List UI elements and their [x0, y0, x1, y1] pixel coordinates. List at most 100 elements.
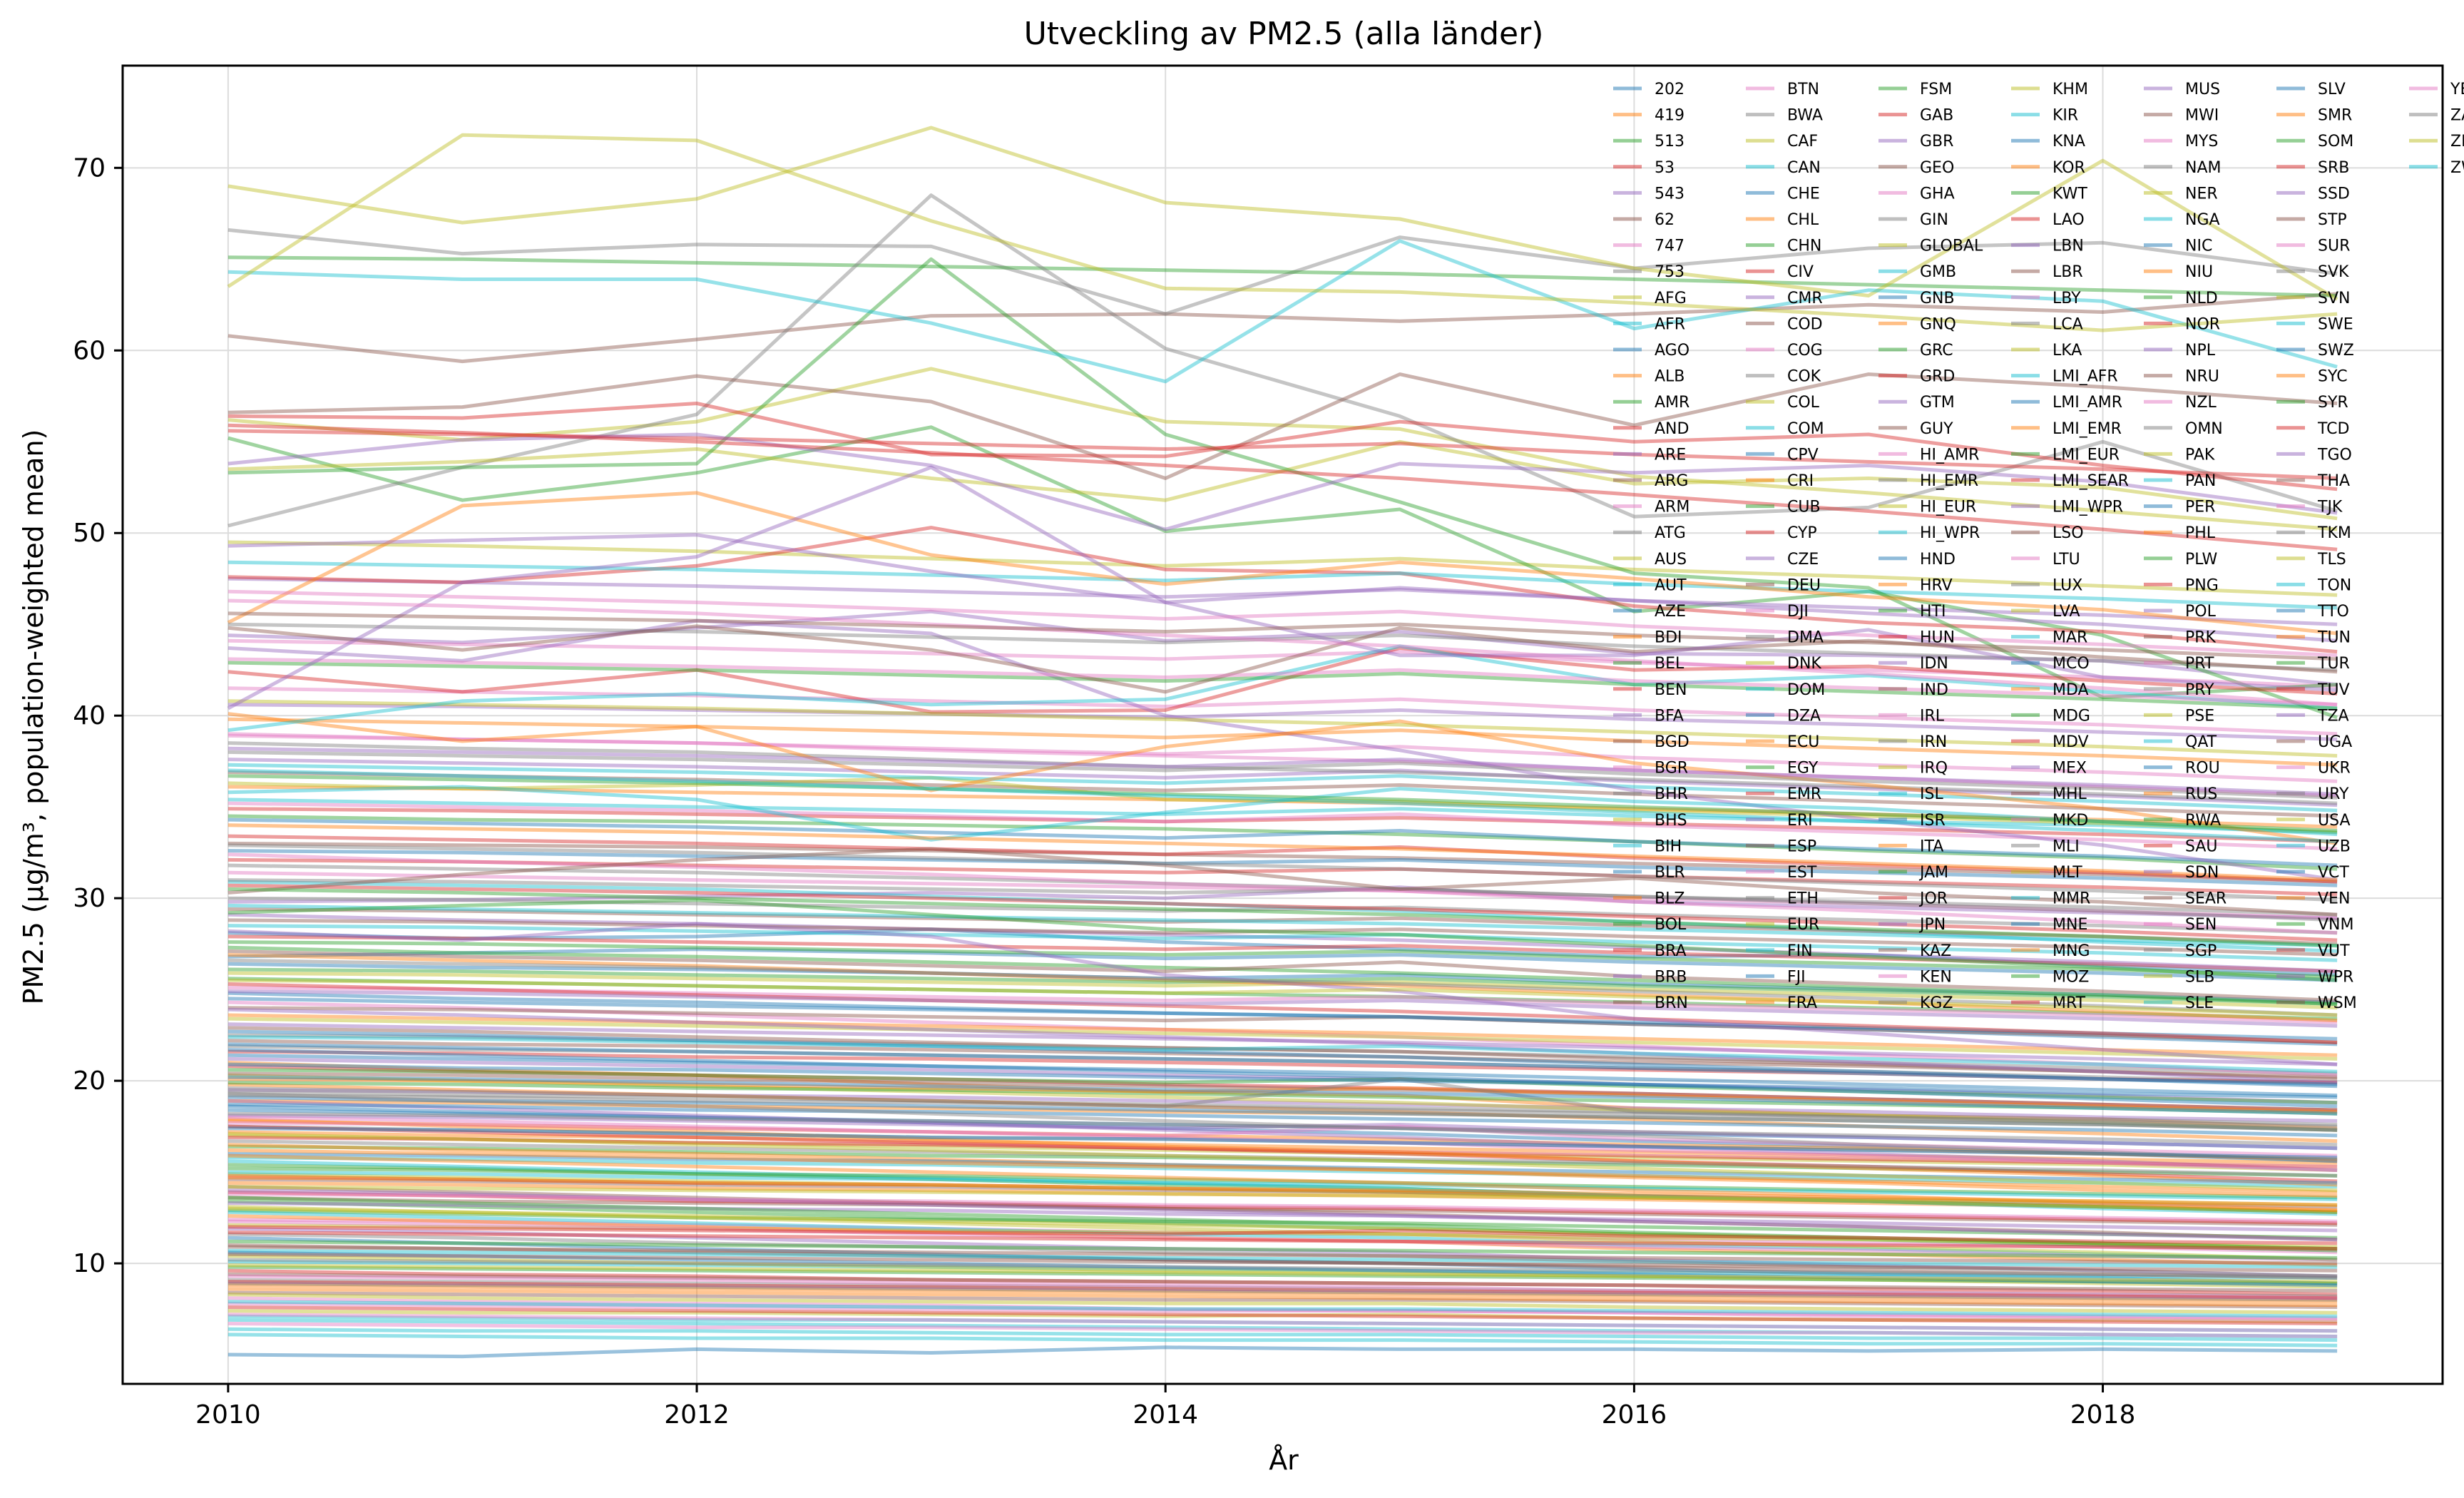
- series-line: [227, 133, 2338, 332]
- series-line: [228, 1252, 2338, 1273]
- series-line: [228, 1185, 2338, 1207]
- series-line: [227, 465, 2338, 710]
- series-line: [228, 439, 2338, 521]
- legend-entry: UZB: [2318, 837, 2351, 855]
- legend-entry: KEN: [1920, 968, 1952, 986]
- series-line: [228, 1121, 2338, 1158]
- legend-entry: IRQ: [1920, 760, 1948, 778]
- legend-entry: ISL: [1920, 785, 1943, 803]
- series-line: [228, 1172, 2338, 1214]
- legend-entry: BRA: [1655, 942, 1687, 960]
- series-line: [228, 1214, 2338, 1268]
- legend-entry: CUB: [1787, 499, 1821, 516]
- series-line: [228, 1274, 2338, 1300]
- series-line: [228, 823, 2338, 882]
- series-line: [228, 1035, 2338, 1074]
- series-line: [228, 1139, 2338, 1178]
- legend-entry: TGO: [2317, 446, 2352, 464]
- legend-entry: AND: [1655, 420, 1689, 438]
- legend-entry: CPV: [1787, 446, 1819, 464]
- x-tick-label: 2014: [1133, 1400, 1198, 1430]
- legend-entry: LMI_AFR: [2053, 368, 2118, 386]
- series-line: [228, 843, 2338, 902]
- series-line: [228, 741, 2338, 805]
- series-line: [228, 1104, 2338, 1163]
- series-line: [228, 927, 2338, 977]
- legend-entry: SUR: [2318, 238, 2350, 255]
- series-line: [228, 768, 2338, 844]
- series-line: [228, 1219, 2338, 1262]
- legend-entry: GRC: [1920, 342, 1953, 360]
- legend-entry: SLV: [2318, 81, 2346, 98]
- series-line: [228, 1061, 2338, 1131]
- series-line: [228, 1124, 2338, 1183]
- legend-entry: LMI_WPR: [2053, 499, 2123, 516]
- series-line: [228, 1281, 2338, 1302]
- series-line: [228, 1026, 2338, 1081]
- series-line: [228, 1258, 2338, 1278]
- series-line: [228, 1099, 2338, 1132]
- legend-entry: BLZ: [1655, 890, 1685, 908]
- legend-entry: HI_EMR: [1920, 472, 1978, 490]
- series-line: [228, 1073, 2338, 1132]
- series-line: [228, 989, 2338, 1028]
- legend-entry: MRT: [2053, 994, 2086, 1012]
- legend-entry: PSE: [2185, 707, 2214, 725]
- series-line: [228, 1056, 2338, 1105]
- legend-entry: JPN: [1918, 916, 1946, 934]
- legend-entry: TCD: [2317, 420, 2349, 438]
- series-line: [228, 887, 2338, 948]
- legend-entry: ZAF: [2450, 107, 2464, 125]
- legend-entry: HRV: [1920, 576, 1953, 594]
- legend-entry: HUN: [1920, 629, 1955, 647]
- legend-entry: MEX: [2053, 760, 2087, 778]
- series-line: [228, 1322, 2338, 1338]
- legend-entry: 53: [1655, 159, 1675, 177]
- series-line: [228, 1108, 2338, 1151]
- series-line: [228, 1077, 2338, 1132]
- legend-entry: BLR: [1655, 864, 1685, 882]
- legend-entry: STP: [2318, 211, 2347, 229]
- series-line: [228, 1205, 2338, 1262]
- legend-entry: LMI_AMR: [2053, 394, 2122, 412]
- legend-entry: NAM: [2185, 159, 2222, 177]
- legend-entry: OMN: [2185, 420, 2223, 438]
- series-line: [228, 1239, 2338, 1260]
- legend-entry: COK: [1787, 368, 1821, 386]
- series-line: [228, 758, 2338, 807]
- series-line: [228, 1206, 2338, 1251]
- series-line: [228, 1181, 2338, 1213]
- series-line: [228, 1033, 2338, 1076]
- series-line: [228, 425, 2338, 720]
- series-line: [228, 1176, 2338, 1207]
- legend-entry: KGZ: [1920, 994, 1953, 1012]
- series-line: [228, 372, 2338, 480]
- series-line: [228, 1133, 2338, 1172]
- y-tick-label: 40: [73, 701, 106, 730]
- legend-entry: CZE: [1787, 551, 1819, 569]
- series-line: [228, 1223, 2338, 1249]
- plot-frame: [121, 64, 2444, 1385]
- series-line: [228, 1068, 2338, 1105]
- series-line: [228, 814, 2338, 871]
- legend-entry: URY: [2318, 785, 2349, 803]
- legend-entry: LUX: [2053, 576, 2082, 594]
- series-line: [228, 1006, 2338, 1044]
- series-line: [228, 1254, 2338, 1289]
- legend-entry: MNE: [2053, 916, 2087, 934]
- legend-entry: ARE: [1655, 446, 1686, 464]
- series-line: [228, 1071, 2338, 1112]
- series-line: [228, 1124, 2338, 1161]
- legend-entry: CHL: [1787, 211, 1819, 229]
- legend-entry: MWI: [2185, 107, 2219, 125]
- series-line: [228, 526, 2338, 654]
- series-line: [228, 924, 2338, 962]
- series-line: [228, 962, 2338, 1004]
- legend-entry: MLT: [2053, 864, 2082, 882]
- x-tick-label: 2016: [1602, 1400, 1667, 1430]
- series-line: [228, 896, 2338, 935]
- legend-entry: SVK: [2318, 263, 2349, 281]
- series-line: [228, 1029, 2338, 1089]
- legend-entry: ECU: [1787, 733, 1819, 751]
- legend-entry: SWE: [2318, 315, 2353, 333]
